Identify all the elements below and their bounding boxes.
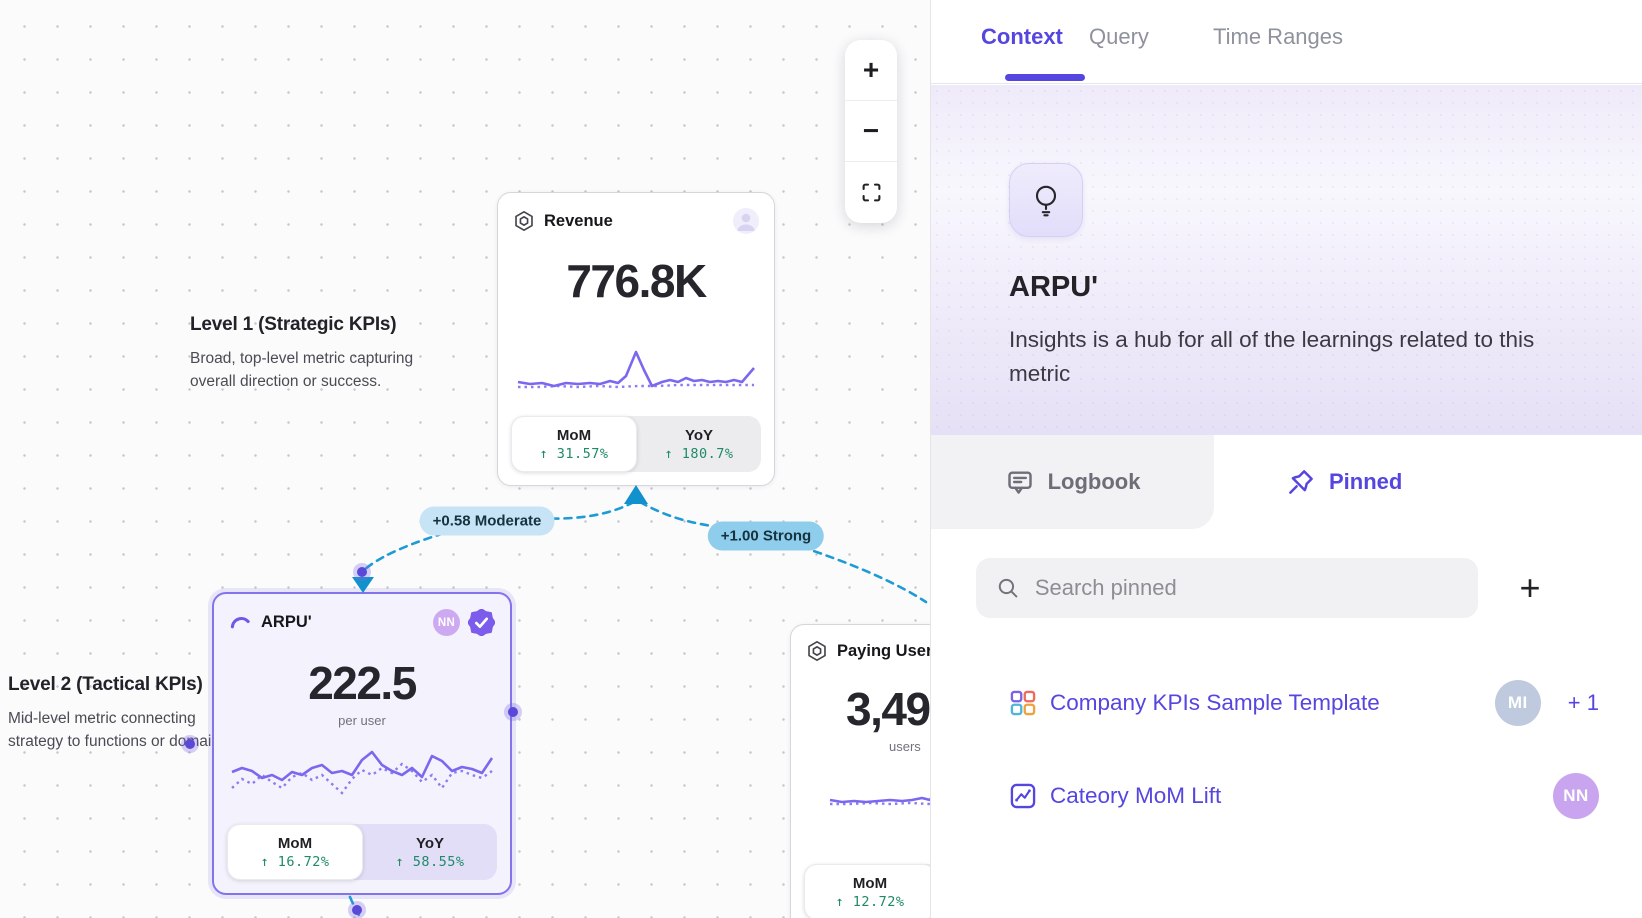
metric-card-paying-users[interactable]: Paying Users' 3,49 users MoM ↑ 12.72%: [790, 624, 930, 918]
yoy-toggle[interactable]: YoY ↑ 180.7%: [664, 426, 734, 462]
metric-card-arpu[interactable]: ARPU' NN 222.5 per user MoM ↑ 16.72% YoY…: [212, 592, 512, 895]
metric-tree-canvas[interactable]: Level 1 (Strategic KPIs) Broad, top-leve…: [0, 0, 930, 918]
mom-toggle[interactable]: MoM ↑ 31.57%: [511, 416, 637, 472]
tab-query[interactable]: Query: [1089, 24, 1149, 49]
mom-change-value: ↑ 31.57%: [539, 445, 609, 462]
metric-value: 3,49: [846, 683, 930, 735]
metric-card-revenue[interactable]: Revenue 776.8K MoM ↑ 31.57% YoY ↑ 180.7%: [497, 192, 775, 486]
active-tab-underline: [1005, 74, 1085, 81]
metric-name-heading: ARPU': [1009, 271, 1099, 303]
pinned-label: Pinned: [1329, 469, 1403, 494]
period-toggle: MoM ↑ 12.72%: [804, 864, 930, 918]
connection-handle-bottom[interactable]: [352, 905, 362, 915]
search-pinned-input[interactable]: [1034, 575, 1458, 601]
tab-time-ranges[interactable]: Time Ranges: [1213, 24, 1344, 49]
add-pinned-button[interactable]: +: [1519, 567, 1541, 608]
card-title: Paying Users': [837, 641, 930, 660]
period-toggle: MoM ↑ 16.72% YoY ↑ 58.55%: [227, 824, 497, 880]
pinned-item-label[interactable]: Cateory MoM Lift: [1050, 783, 1222, 808]
level-2-desc-line2: strategy to functions or domains.: [8, 733, 233, 750]
sparkline-chart: [517, 350, 755, 389]
zoom-in-button[interactable]: +: [845, 40, 897, 101]
pinned-search[interactable]: [976, 558, 1478, 618]
subtab-logbook[interactable]: Logbook: [931, 435, 1214, 529]
yoy-toggle[interactable]: YoY ↑ 58.55%: [395, 834, 465, 870]
level-1-title: Level 1 (Strategic KPIs): [190, 314, 397, 335]
hexagon-metric-icon: [808, 641, 826, 661]
metric-unit: per user: [338, 713, 386, 728]
yoy-change-value: ↑ 58.55%: [395, 853, 465, 870]
verified-check-icon: [468, 609, 495, 636]
avatar: MI: [1494, 680, 1541, 726]
metric-hero-section: ARPU' Insights is a hub for all of the l…: [931, 85, 1642, 435]
fit-view-icon: [862, 183, 880, 202]
metric-value: 776.8K: [566, 255, 707, 307]
zoom-out-button[interactable]: −: [845, 101, 897, 162]
mom-toggle[interactable]: MoM ↑ 16.72%: [227, 824, 363, 880]
mom-change-value: ↑ 16.72%: [260, 853, 330, 870]
mom-toggle[interactable]: MoM ↑ 12.72%: [804, 864, 930, 918]
logbook-comment-icon: [1007, 471, 1032, 494]
level-1-desc-line1: Broad, top-level metric capturing: [190, 350, 414, 367]
pinned-item-chart[interactable]: Cateory MoM Lift NN: [1009, 773, 1599, 819]
metric-unit: users: [889, 739, 921, 754]
connection-handle-right[interactable]: [508, 707, 518, 717]
yoy-change-value: ↑ 180.7%: [664, 445, 734, 462]
logbook-label: Logbook: [1047, 469, 1141, 494]
arc-metric-icon: [230, 617, 250, 629]
metric-description: Insights is a hub for all of the learnin…: [1009, 327, 1535, 386]
avatar: NN: [1553, 773, 1599, 819]
card-title: Revenue: [544, 211, 613, 230]
mom-change-value: ↑ 12.72%: [835, 893, 905, 910]
level-2-title: Level 2 (Tactical KPIs): [8, 674, 203, 695]
pinned-item-label[interactable]: Company KPIs Sample Template: [1050, 690, 1380, 715]
fit-view-button[interactable]: [845, 162, 897, 223]
correlation-label-strong[interactable]: +1.00 Strong: [707, 521, 825, 551]
connection-handle-top[interactable]: [357, 567, 367, 577]
template-grid-icon: [1010, 690, 1036, 716]
lightbulb-icon: [1035, 185, 1057, 217]
chart-icon: [1010, 783, 1036, 809]
owner-avatar-icon: [733, 208, 759, 234]
metric-value: 222.5: [308, 657, 417, 709]
level-2-annotation: Level 2 (Tactical KPIs) Mid-level metric…: [8, 674, 232, 753]
period-toggle: MoM ↑ 31.57% YoY ↑ 180.7%: [511, 416, 761, 472]
pinned-item-template[interactable]: Company KPIs Sample Template MI + 1: [1009, 680, 1599, 726]
context-panel: Context Query Time Ranges ARPU' Insights…: [930, 0, 1642, 918]
canvas-zoom-toolbar: + −: [845, 40, 897, 223]
panel-tab-bar: Context Query Time Ranges: [931, 0, 1642, 84]
level-2-desc-line1: Mid-level metric connecting: [8, 710, 196, 727]
card-title: ARPU': [261, 613, 312, 631]
pin-icon: [1289, 470, 1313, 494]
lightbulb-icon-box: [1009, 163, 1083, 237]
sparkline-chart: [829, 796, 930, 806]
correlation-label-moderate[interactable]: +0.58 Moderate: [419, 506, 555, 536]
hexagon-metric-icon: [515, 211, 533, 231]
connection-handle-left[interactable]: [185, 739, 195, 749]
level-1-desc-line2: overall direction or success.: [190, 373, 382, 390]
search-icon: [998, 578, 1018, 598]
collaborator-avatar: NN: [433, 609, 460, 636]
more-collaborators-count: + 1: [1567, 690, 1599, 715]
subtab-pinned[interactable]: Pinned: [1214, 435, 1642, 529]
tab-context[interactable]: Context: [981, 24, 1063, 49]
sparkline-chart: [231, 750, 494, 795]
level-1-annotation: Level 1 (Strategic KPIs) Broad, top-leve…: [190, 314, 413, 393]
